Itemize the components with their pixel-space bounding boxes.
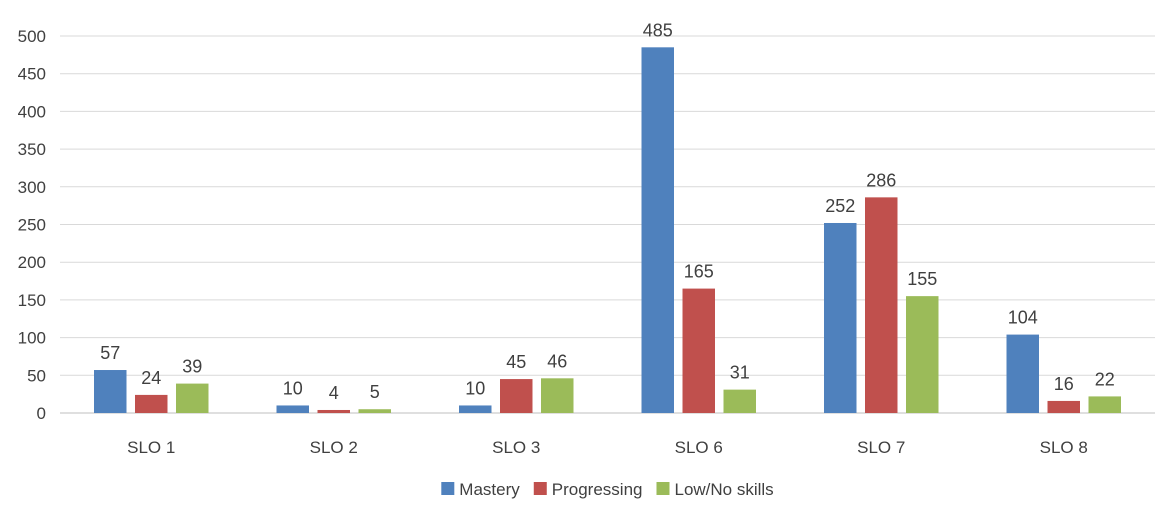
data-label: 57: [100, 343, 120, 363]
x-axis: SLO 1 SLO 2 SLO 3 SLO 6 SLO 7 SLO 8: [127, 438, 1088, 457]
bar-low-no-skills: [906, 296, 939, 413]
data-label: 104: [1008, 308, 1038, 328]
bar-low-no-skills: [176, 383, 209, 413]
data-label: 31: [730, 363, 750, 383]
y-tick-label: 450: [18, 65, 46, 84]
x-tick-label: SLO 8: [1040, 438, 1088, 457]
legend: Mastery Progressing Low/No skills: [441, 480, 774, 499]
y-tick-label: 50: [27, 366, 46, 385]
x-tick-label: SLO 7: [857, 438, 905, 457]
y-tick-label: 0: [37, 404, 46, 423]
bar-progressing: [865, 197, 898, 413]
y-tick-label: 300: [18, 178, 46, 197]
y-tick-label: 150: [18, 291, 46, 310]
bar-progressing: [1047, 400, 1080, 413]
bar-progressing: [682, 288, 715, 413]
data-label: 165: [684, 262, 714, 282]
data-label: 286: [866, 170, 896, 190]
bar-mastery: [824, 222, 857, 413]
bar-progressing: [135, 394, 168, 413]
bar-low-no-skills: [358, 409, 391, 413]
bar-low-no-skills: [723, 389, 756, 413]
x-tick-label: SLO 6: [675, 438, 723, 457]
data-label: 155: [907, 269, 937, 289]
bar-low-no-skills: [1088, 396, 1121, 413]
data-label: 10: [283, 378, 303, 398]
gridlines: [60, 35, 1155, 414]
legend-swatch: [441, 482, 455, 495]
legend-label: Low/No skills: [674, 480, 773, 499]
y-tick-label: 100: [18, 329, 46, 348]
bar-mastery: [1006, 334, 1039, 413]
data-label: 24: [141, 368, 161, 388]
legend-swatch: [533, 482, 547, 495]
data-label: 10: [465, 378, 485, 398]
x-tick-label: SLO 3: [492, 438, 540, 457]
bar-mastery: [641, 47, 674, 414]
data-label: 5: [370, 382, 380, 402]
y-tick-label: 350: [18, 140, 46, 159]
data-label: 4: [329, 383, 339, 403]
bar-mastery: [94, 370, 127, 413]
data-label: 39: [182, 357, 202, 377]
data-label: 16: [1054, 374, 1074, 394]
bar-progressing: [317, 409, 350, 413]
y-tick-label: 400: [18, 102, 46, 121]
data-label: 46: [547, 351, 567, 371]
bars: [94, 47, 1121, 414]
data-label: 485: [643, 20, 673, 40]
x-tick-label: SLO 2: [310, 438, 358, 457]
y-tick-label: 500: [18, 27, 46, 46]
y-tick-label: 200: [18, 253, 46, 272]
data-label: 22: [1095, 369, 1115, 389]
bar-low-no-skills: [541, 378, 574, 413]
y-tick-label: 250: [18, 216, 46, 235]
x-tick-label: SLO 1: [127, 438, 175, 457]
y-axis-ticks: 0 50 100 150 200 250 300 350 400 450 500: [18, 27, 46, 423]
legend-swatch: [656, 482, 670, 495]
data-label: 252: [825, 196, 855, 216]
data-label: 45: [506, 352, 526, 372]
legend-label: Progressing: [552, 480, 643, 499]
bar-mastery: [276, 405, 309, 413]
bar-mastery: [459, 405, 492, 413]
bar-progressing: [500, 379, 533, 413]
legend-label: Mastery: [459, 480, 520, 499]
